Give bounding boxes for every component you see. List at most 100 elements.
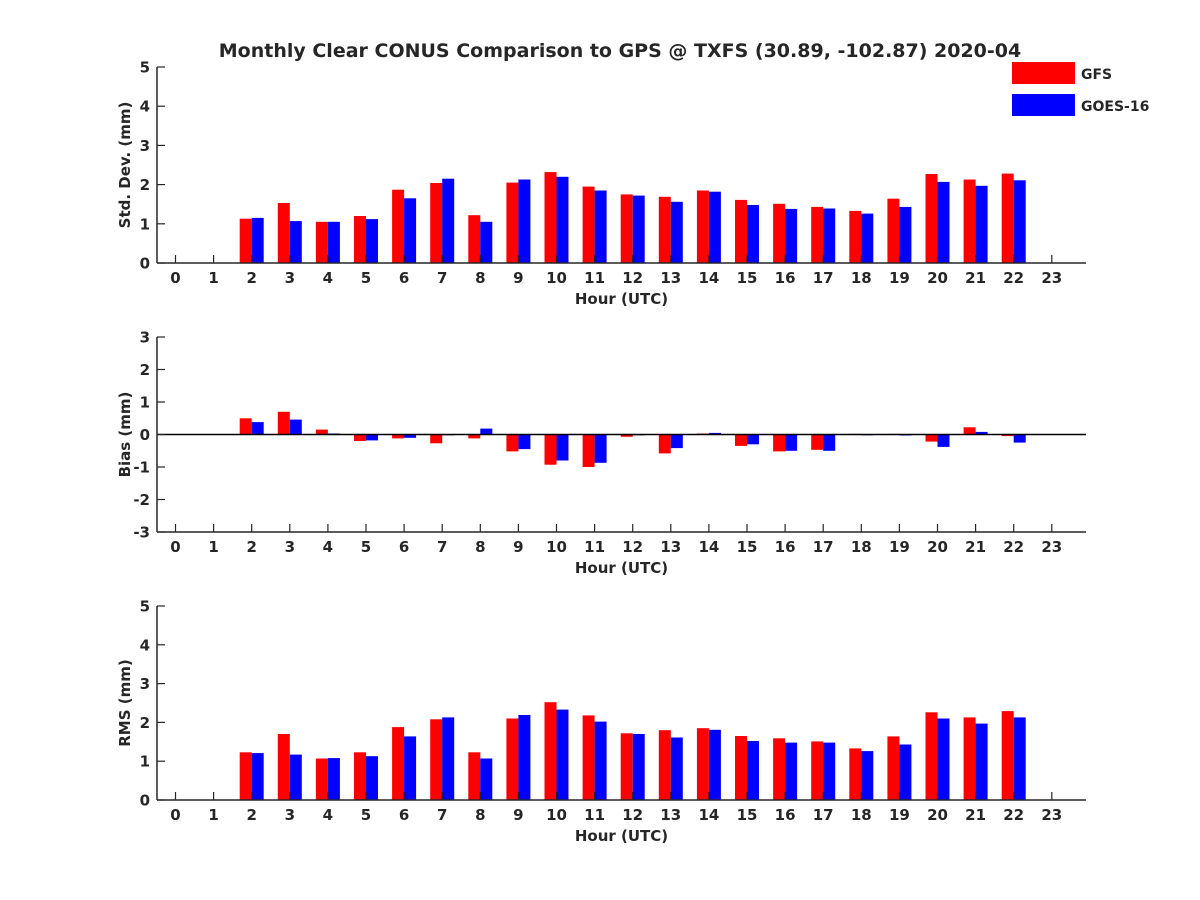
bar-goes16-hour-4 (327, 221, 340, 263)
x-tick-label: 7 (437, 538, 447, 556)
bar-gfs-hour-15 (735, 434, 747, 446)
bar-gfs-hour-22 (1001, 434, 1014, 437)
x-tick-label: 3 (285, 806, 295, 824)
bar-goes16-hour-21 (975, 185, 988, 263)
bar-goes16-hour-4 (327, 758, 340, 800)
bar-gfs-hour-9 (506, 718, 519, 800)
x-tick-label: 15 (737, 269, 758, 287)
bar-gfs-hour-15 (735, 199, 747, 263)
x-tick-label: 18 (851, 269, 872, 287)
y-tick-label: 1 (140, 753, 150, 771)
bar-goes16-hour-8 (480, 758, 493, 800)
x-tick-label: 16 (775, 538, 796, 556)
bar-goes16-hour-12 (632, 734, 645, 800)
x-tick-label: 21 (965, 538, 986, 556)
x-tick-label: 16 (775, 269, 796, 287)
x-tick-label: 3 (285, 269, 295, 287)
bar-goes16-hour-16 (785, 742, 798, 800)
x-tick-label: 1 (208, 538, 218, 556)
legend-label-goes16: GOES-16 (1081, 99, 1149, 115)
bar-goes16-hour-15 (747, 741, 759, 800)
bar-gfs-hour-11 (582, 434, 595, 467)
bar-gfs-hour-2 (239, 752, 252, 800)
x-tick-label: 5 (361, 538, 371, 556)
y-axis-label: RMS (mm) (116, 659, 134, 746)
y-tick-label: 0 (140, 255, 150, 273)
bar-gfs-hour-8 (468, 215, 481, 263)
bar-goes16-hour-17 (823, 208, 836, 263)
bar-gfs-hour-17 (811, 206, 824, 263)
bar-gfs-hour-7 (430, 183, 443, 263)
x-tick-label: 17 (813, 269, 834, 287)
y-tick-label: 2 (140, 714, 150, 732)
x-tick-label: 5 (361, 806, 371, 824)
bar-gfs-hour-3 (277, 203, 290, 263)
bar-goes16-hour-9 (518, 179, 531, 263)
x-tick-label: 10 (546, 538, 567, 556)
bar-goes16-hour-8 (480, 428, 493, 435)
x-tick-label: 23 (1041, 806, 1062, 824)
bar-goes16-hour-17 (823, 434, 836, 451)
bar-gfs-hour-9 (506, 434, 519, 452)
x-tick-label: 4 (323, 269, 333, 287)
y-tick-label: -3 (133, 524, 150, 542)
bars-panel-2 (239, 411, 1026, 467)
bars-panel-3 (239, 702, 1026, 800)
x-tick-label: 14 (698, 806, 719, 824)
bar-goes16-hour-5 (366, 219, 378, 263)
x-tick-label: 19 (889, 806, 910, 824)
bar-gfs-hour-10 (544, 702, 557, 800)
bar-goes16-hour-6 (404, 736, 417, 800)
bar-goes16-hour-19 (899, 206, 912, 263)
x-tick-label: 12 (622, 269, 643, 287)
x-tick-label: 0 (170, 538, 180, 556)
x-tick-label: 2 (246, 538, 256, 556)
bar-gfs-hour-21 (963, 427, 976, 435)
bar-goes16-hour-15 (747, 434, 759, 445)
x-tick-label: 0 (170, 806, 180, 824)
y-tick-label: 4 (140, 98, 150, 116)
y-tick-label: 0 (140, 792, 150, 810)
bar-goes16-hour-11 (594, 190, 607, 263)
bar-goes16-hour-18 (861, 751, 874, 800)
y-tick-label: -2 (133, 491, 150, 509)
bar-gfs-hour-14 (696, 190, 709, 263)
bar-gfs-hour-11 (582, 715, 595, 800)
bar-gfs-hour-5 (354, 752, 366, 800)
bar-goes16-hour-13 (670, 737, 683, 800)
x-tick-label: 8 (475, 806, 485, 824)
bar-goes16-hour-2 (251, 217, 264, 263)
bar-goes16-hour-6 (404, 434, 417, 438)
x-tick-label: 23 (1041, 538, 1062, 556)
x-tick-label: 0 (170, 269, 180, 287)
x-tick-label: 15 (737, 806, 758, 824)
y-tick-label: 3 (140, 329, 150, 347)
bar-goes16-hour-5 (366, 434, 378, 441)
bar-gfs-hour-14 (696, 728, 709, 800)
bar-gfs-hour-19 (887, 736, 900, 800)
x-tick-label: 19 (889, 538, 910, 556)
bar-goes16-hour-16 (785, 434, 798, 451)
bar-goes16-hour-3 (289, 754, 302, 800)
bar-gfs-hour-10 (544, 172, 557, 263)
x-tick-label: 5 (361, 269, 371, 287)
bar-goes16-hour-11 (594, 721, 607, 800)
bar-goes16-hour-2 (251, 422, 264, 435)
x-tick-label: 22 (1003, 806, 1024, 824)
x-tick-label: 12 (622, 806, 643, 824)
bar-gfs-hour-12 (620, 194, 633, 263)
bar-gfs-hour-20 (925, 434, 938, 442)
x-tick-label: 21 (965, 269, 986, 287)
x-axis-label: Hour (UTC) (575, 290, 668, 308)
bar-goes16-hour-5 (366, 756, 378, 800)
bar-gfs-hour-17 (811, 434, 824, 450)
y-tick-label: -1 (133, 459, 150, 477)
x-tick-label: 13 (660, 269, 681, 287)
bar-gfs-hour-21 (963, 717, 976, 800)
bar-goes16-hour-13 (670, 434, 683, 449)
bar-gfs-hour-3 (277, 411, 290, 435)
bar-gfs-hour-7 (430, 434, 443, 444)
x-axis-label: Hour (UTC) (575, 827, 668, 845)
